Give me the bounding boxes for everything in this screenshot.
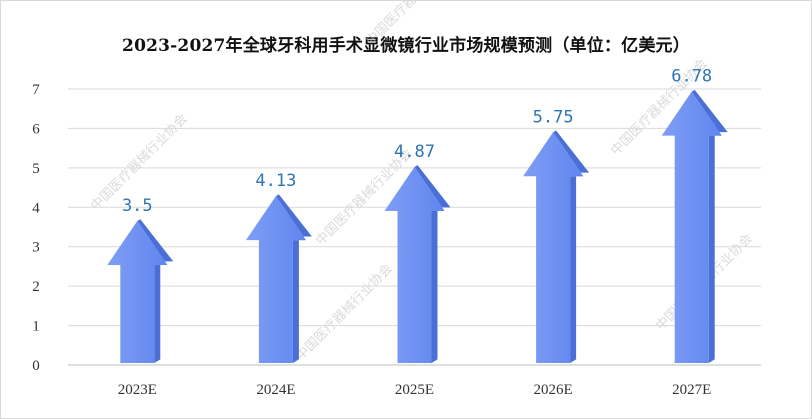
bar-arrow-front	[107, 221, 168, 363]
y-tick-label: 7	[32, 82, 40, 98]
x-tick-label: 2025E	[395, 382, 434, 398]
bar-arrow-side	[691, 89, 728, 364]
chart-title: 2023-2027年全球牙科用手术显微镜行业市场规模预测（单位：亿美元）	[122, 36, 690, 56]
data-label: 4.87	[394, 142, 435, 162]
data-label: 5.75	[533, 107, 574, 127]
bar-arrow-side	[275, 194, 312, 363]
y-tick-label: 5	[32, 161, 40, 177]
y-tick-label: 3	[32, 240, 40, 256]
y-tick-label: 6	[32, 121, 40, 137]
data-label: 6.78	[671, 67, 712, 87]
y-tick-label: 4	[32, 200, 40, 216]
y-tick-label: 0	[32, 358, 40, 374]
data-label: 3.5	[122, 196, 153, 216]
x-tick-label: 2026E	[534, 382, 573, 398]
bar-arrow: 4.13 2024E	[245, 171, 312, 398]
bar-arrow: 5.75 2026E	[523, 107, 590, 398]
bar-arrow-side	[137, 219, 174, 363]
data-label: 4.13	[255, 171, 296, 191]
y-tick-label: 1	[32, 319, 40, 335]
y-tick-label: 2	[32, 279, 40, 295]
bar-arrow: 4.87 2025E	[384, 142, 451, 398]
watermark-text: 中国医疗器械行业协会	[363, 1, 466, 49]
watermark-text: 中国医疗器械行业协会	[293, 261, 396, 364]
x-tick-label: 2024E	[256, 382, 295, 398]
y-axis: 0 1 2 3 4 5 6 7	[32, 82, 40, 374]
bar-arrow-front	[384, 166, 445, 363]
bar-arrow-side	[414, 165, 451, 363]
bar-arrow-front	[661, 91, 722, 363]
bar-arrow-front	[245, 196, 306, 363]
bar-arrow-side	[553, 130, 590, 363]
bar-arrow: 3.5 2023E	[107, 196, 174, 398]
x-tick-label: 2023E	[118, 382, 157, 398]
bars: 3.5 2023E 4.13 2024E 4.87 2025E 5.75 2026E 6.78 2…	[107, 67, 728, 398]
bar-arrow: 6.78 2027E	[661, 67, 728, 398]
bar-arrow-front	[523, 132, 584, 363]
x-tick-label: 2027E	[672, 382, 711, 398]
